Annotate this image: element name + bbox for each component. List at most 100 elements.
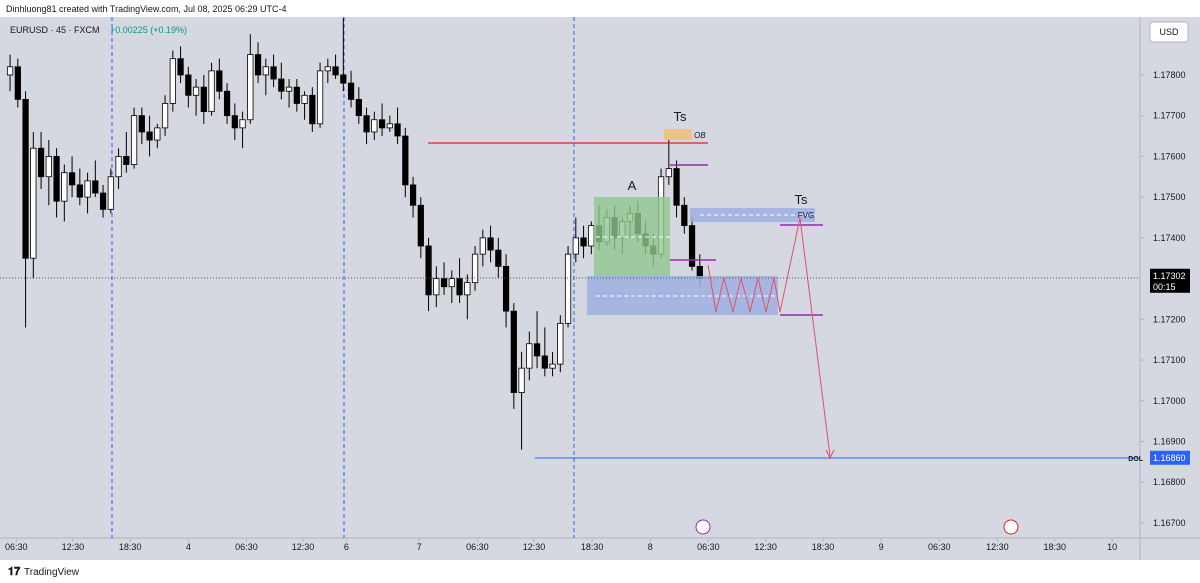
candle-body	[332, 66, 339, 76]
x-tick-label: 06:30	[697, 542, 720, 552]
y-tick-label: 1.17000	[1153, 396, 1186, 406]
candle-body	[363, 115, 370, 133]
candle-body	[30, 147, 37, 259]
currency[interactable]: USD	[1159, 27, 1179, 37]
x-tick-label: 7	[417, 542, 422, 552]
y-tick-label: 1.17600	[1153, 151, 1186, 161]
candle-body	[154, 127, 161, 141]
currency-box[interactable]	[1149, 21, 1189, 43]
candle-body	[316, 70, 324, 125]
x-tick-label: 12:30	[754, 542, 777, 552]
annotation: A	[628, 178, 637, 193]
y-tick-label: 1.17400	[1153, 233, 1186, 243]
candle-body	[549, 363, 556, 369]
candle-body	[355, 98, 362, 117]
brand: TradingView	[24, 567, 80, 578]
x-tick-label: 12:30	[523, 542, 546, 552]
change: +0.00225 (+0.19%)	[110, 25, 187, 35]
candle-body	[665, 168, 672, 178]
x-tick-label: 9	[879, 542, 884, 552]
x-tick-label: 12:30	[62, 542, 85, 552]
candle-body	[378, 119, 386, 129]
candle-body	[239, 119, 246, 129]
candle-body	[533, 343, 541, 357]
candle-body	[262, 66, 269, 76]
candle-body	[557, 322, 564, 365]
candle-body	[216, 70, 223, 92]
x-tick-label: 06:30	[466, 542, 489, 552]
candle-body	[76, 184, 83, 198]
candle-body	[115, 155, 122, 178]
candle-body	[146, 131, 153, 141]
brand-logo: 𝟏𝟕	[8, 566, 21, 578]
x-tick-label: 12:30	[292, 542, 315, 552]
candle-body	[526, 343, 533, 369]
x-tick-label: 18:30	[581, 542, 604, 552]
candle-body	[200, 86, 207, 112]
candle-body	[14, 66, 21, 100]
candle-body	[448, 278, 455, 288]
candle-body	[425, 245, 432, 296]
candle-body	[37, 147, 45, 178]
candle-body	[518, 367, 525, 394]
candle-body	[270, 66, 277, 80]
candle-body	[293, 86, 300, 104]
candle-body	[138, 115, 145, 133]
last-price: 1.17302	[1153, 271, 1186, 281]
candle-body	[464, 282, 471, 296]
candle-body	[402, 135, 409, 186]
candle-body	[440, 278, 448, 288]
x-tick-label: 18:30	[119, 542, 142, 552]
candle-body	[510, 310, 517, 394]
candle-body	[223, 90, 231, 117]
y-tick-label: 1.16800	[1153, 477, 1186, 487]
candle-body	[572, 237, 579, 255]
header-bar	[0, 0, 1200, 17]
candle-body	[340, 74, 347, 84]
candle-body	[588, 225, 595, 247]
candle-body	[92, 180, 99, 194]
candle-body	[433, 278, 440, 296]
annotation: OB	[694, 131, 706, 140]
candle-body	[681, 204, 688, 227]
y-tick-label: 1.17200	[1153, 314, 1186, 324]
candle-body	[84, 180, 91, 198]
candle-body	[479, 237, 486, 255]
candle-body	[688, 225, 696, 267]
candle-body	[161, 103, 169, 129]
candle-body	[409, 184, 417, 206]
y-tick-label: 1.17700	[1153, 111, 1186, 121]
candle-body	[185, 74, 192, 96]
dol-price: 1.16860	[1153, 453, 1186, 463]
x-tick-label: 18:30	[1043, 542, 1066, 552]
timer: 00:15	[1153, 282, 1176, 292]
candle-body	[247, 54, 254, 121]
candle-body	[673, 168, 680, 206]
header: Dinhluong81 created with TradingView.com…	[6, 4, 287, 14]
candle-body	[254, 54, 262, 76]
candle-body	[61, 172, 68, 202]
candle-body	[22, 98, 29, 259]
candle-body	[495, 249, 502, 267]
candle-body	[417, 204, 424, 247]
annotation: Ts	[674, 109, 688, 124]
annotation: Ts	[795, 192, 809, 207]
x-tick-label: 06:30	[235, 542, 258, 552]
y-tick-label: 1.17100	[1153, 355, 1186, 365]
candle-body	[45, 155, 52, 178]
x-tick-label: 18:30	[812, 542, 835, 552]
x-tick-label: 10	[1107, 542, 1117, 552]
candle-body	[487, 237, 494, 251]
candle-body	[285, 86, 293, 92]
y-tick-label: 1.16900	[1153, 436, 1186, 446]
x-tick-label: 8	[648, 542, 653, 552]
candle-body	[324, 66, 331, 72]
candle-body	[130, 115, 138, 165]
candle-body	[456, 278, 463, 296]
footer-bar	[0, 560, 1200, 583]
candle-body	[347, 82, 355, 100]
candle-body	[123, 155, 130, 165]
dol-price-box	[1150, 450, 1190, 465]
candle-body	[169, 58, 176, 104]
